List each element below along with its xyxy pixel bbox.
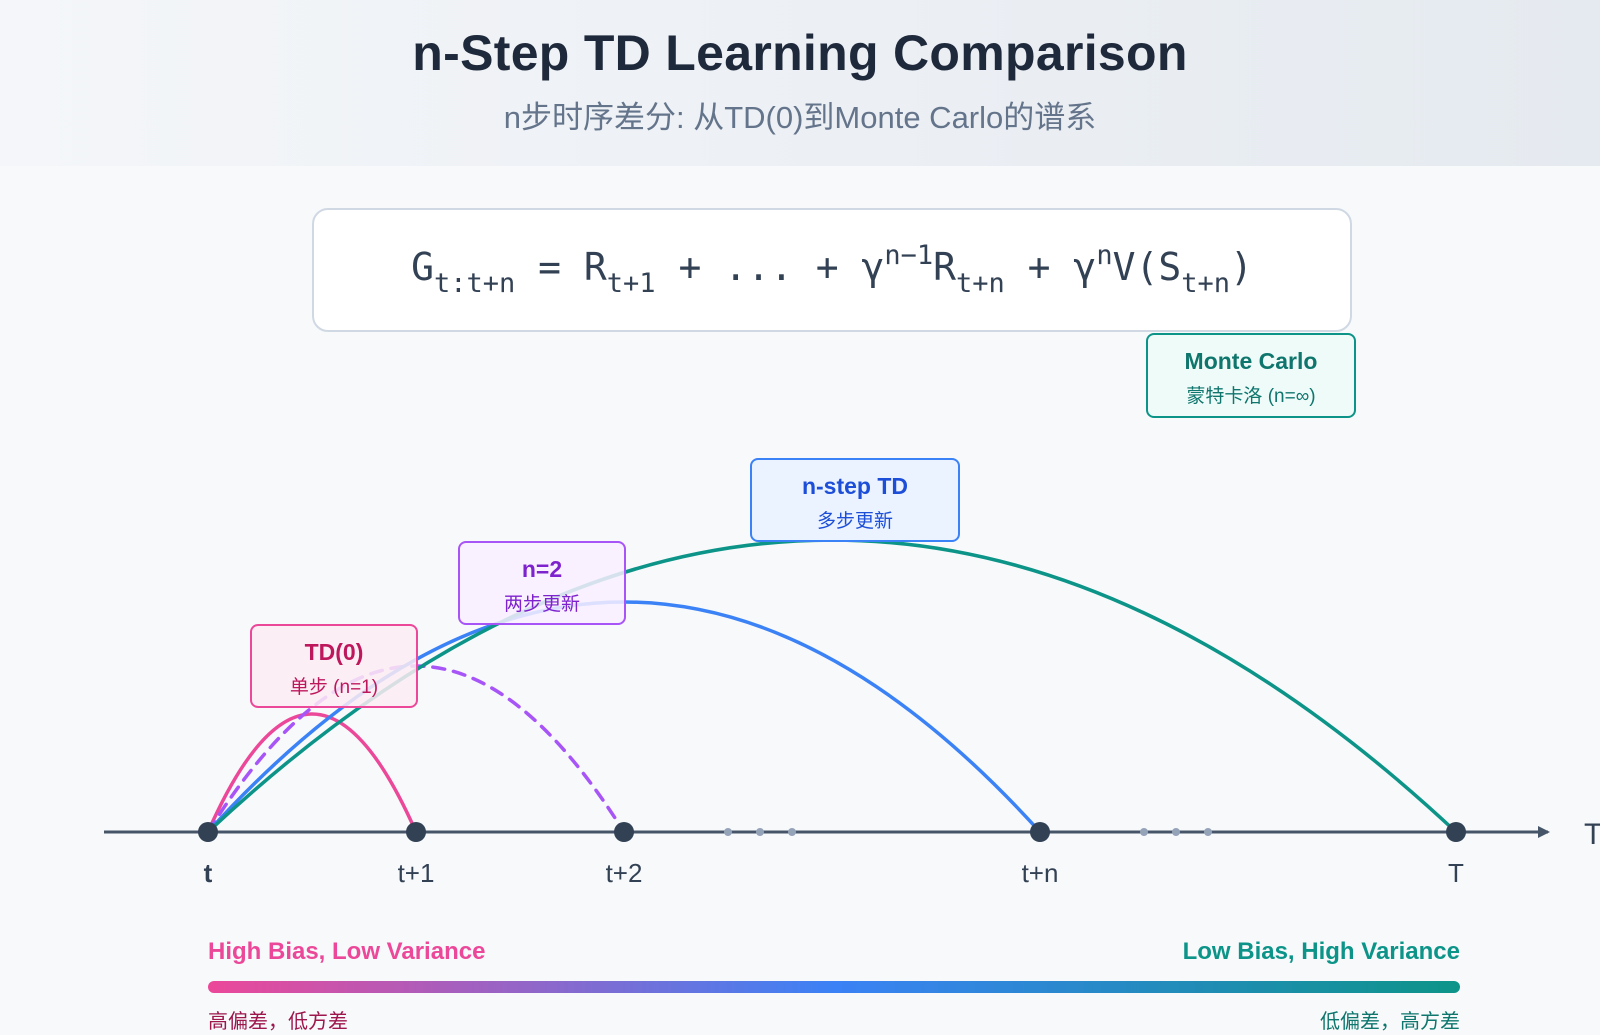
monte-carlo-title: Monte Carlo — [1184, 348, 1318, 374]
nstep-title: n-step TD — [801, 473, 909, 499]
high-bias-label: High Bias, Low Variance — [208, 938, 486, 965]
timestep-node-terminal — [1446, 822, 1466, 842]
formula-box: Gt:t+n = Rt+1 + ... + γn−1Rt+n + γnV(St+… — [312, 208, 1352, 332]
formula-rn: R — [933, 245, 957, 289]
axis-end-label: T — [1584, 818, 1600, 851]
header: n-Step TD Learning Comparison n步时序差分: 从T… — [0, 0, 1600, 166]
td0-subtitle: 单步 (n=1) — [289, 677, 379, 698]
ellipsis-dot — [1172, 828, 1180, 836]
td0-label: TD(0) 单步 (n=1) — [250, 624, 418, 708]
n2-subtitle: 两步更新 — [503, 594, 580, 615]
page-subtitle: n步时序差分: 从TD(0)到Monte Carlo的谱系 — [503, 100, 1097, 135]
formula-gamma-n-exponent: n — [1096, 240, 1113, 271]
nstep-return-formula: Gt:t+n = Rt+1 + ... + γn−1Rt+n + γnV(St+… — [314, 240, 1350, 299]
formula-rn-subscript: t+n — [956, 268, 1005, 299]
formula-g: G — [411, 245, 434, 289]
high-bias-chinese-label: 高偏差，低方差 — [208, 1011, 348, 1033]
tick-label-terminal: T — [1448, 858, 1464, 888]
low-bias-label: Low Bias, High Variance — [1182, 938, 1460, 965]
monte-carlo-subtitle: 蒙特卡洛 (n=∞) — [1186, 386, 1316, 407]
bias-variance-gradient-bar — [208, 981, 1460, 993]
formula-plus-gamma: + γ — [1004, 245, 1097, 289]
timestep-node-t-plus-2 — [614, 822, 634, 842]
timestep-node-t-plus-1 — [406, 822, 426, 842]
monte-carlo-label: Monte Carlo 蒙特卡洛 (n=∞) — [1146, 333, 1356, 418]
td0-title: TD(0) — [304, 639, 364, 665]
formula-eq-r: = R — [515, 245, 607, 289]
formula-value-subscript: t+n — [1181, 268, 1230, 299]
n2-label: n=2 两步更新 — [458, 541, 626, 625]
ellipsis-dot — [724, 828, 732, 836]
low-bias-chinese-label: 低偏差，高方差 — [1320, 1011, 1460, 1033]
formula-r1-subscript: t+1 — [606, 268, 656, 299]
formula-value: V(S — [1112, 245, 1182, 289]
tick-label-t: t — [203, 858, 213, 888]
nstep-subtitle: 多步更新 — [816, 511, 893, 532]
tick-label-t-plus-1: t+1 — [397, 858, 435, 888]
ellipsis-dot — [756, 828, 764, 836]
ellipsis-dot — [788, 828, 796, 836]
ellipsis-dot — [1204, 828, 1212, 836]
timestep-node-t — [198, 822, 218, 842]
nstep-label: n-step TD 多步更新 — [750, 458, 960, 542]
td0-arc — [206, 712, 418, 834]
formula-g-subscript: t:t+n — [433, 268, 516, 299]
formula-gamma-exponent: n−1 — [884, 240, 934, 271]
n2-title: n=2 — [521, 556, 563, 582]
tick-label-t-plus-2: t+2 — [605, 858, 643, 888]
formula-middle: + ... + γ — [655, 245, 885, 289]
timestep-node-t-plus-n — [1030, 822, 1050, 842]
ellipsis-dot — [1140, 828, 1148, 836]
formula-close: ) — [1230, 245, 1253, 289]
tick-label-t-plus-n: t+n — [1021, 858, 1059, 888]
page-title: n-Step TD Learning Comparison — [412, 25, 1188, 81]
